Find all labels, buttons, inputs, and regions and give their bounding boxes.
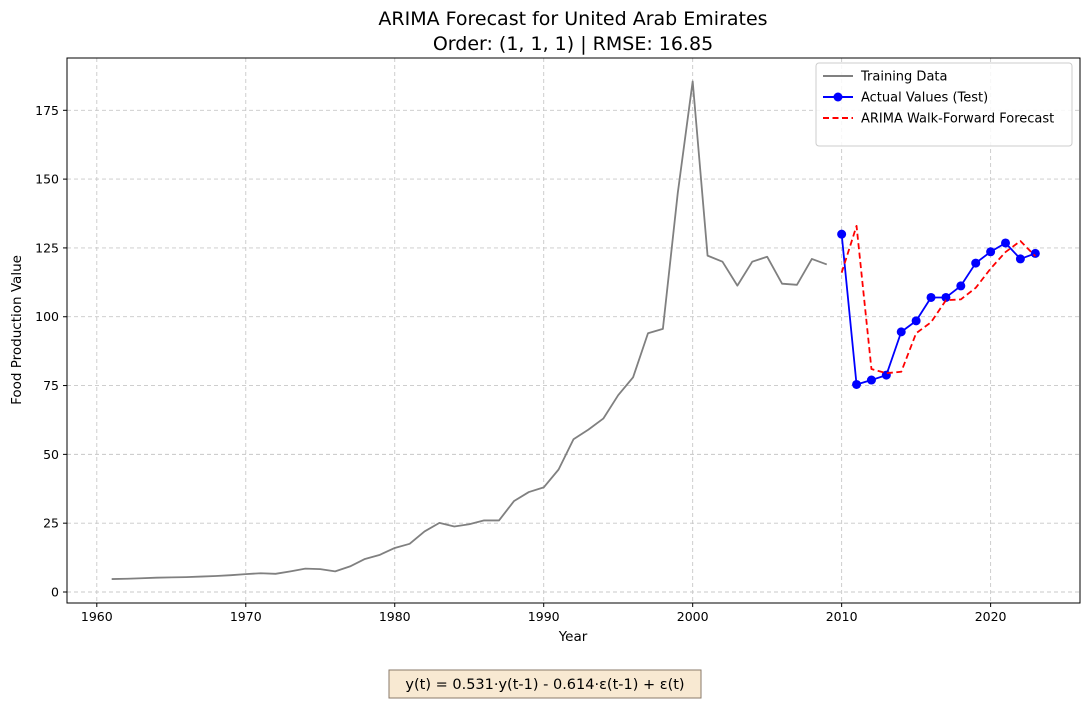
data-point-marker [852, 379, 862, 389]
data-point-marker [1030, 248, 1040, 258]
legend-label-forecast: ARIMA Walk-Forward Forecast [861, 112, 1054, 127]
grid-lines [67, 58, 1080, 603]
data-point-marker [1015, 254, 1025, 264]
x-tick-label: 1990 [528, 609, 560, 624]
y-tick-label: 25 [43, 516, 59, 531]
y-tick-label: 0 [51, 584, 59, 599]
equation-box-background [388, 669, 702, 699]
data-point-marker [837, 229, 847, 239]
legend-label-actual: Actual Values (Test) [861, 91, 988, 106]
axis-ticks: 1960 1970 1980 1990 2000 2010 2020 0 25 50 75 100 12… [35, 103, 1006, 624]
x-tick-label: 2010 [826, 609, 858, 624]
data-point-marker [941, 292, 951, 302]
data-point-marker [1001, 238, 1011, 248]
data-point-marker [911, 316, 921, 326]
data-point-marker [866, 375, 876, 385]
chart-title: ARIMA Forecast for United Arab Emirates [378, 8, 767, 30]
x-tick-label: 2000 [677, 609, 709, 624]
y-tick-label: 150 [35, 172, 59, 187]
data-point-marker [971, 258, 981, 268]
x-tick-label: 1960 [81, 609, 113, 624]
data-point-marker [926, 292, 936, 302]
x-tick-label: 1970 [230, 609, 262, 624]
x-tick-label: 1980 [379, 609, 411, 624]
data-point-marker [896, 327, 906, 337]
y-tick-label: 100 [35, 309, 59, 324]
legend-box [815, 62, 1073, 147]
y-tick-label: 125 [35, 240, 59, 255]
y-tick-label: 175 [35, 103, 59, 118]
data-point-marker [986, 247, 996, 257]
equation-box: y(t) = 0.531·y(t-1) - 0.614·ε(t-1) + ε(t… [388, 669, 702, 699]
data-point-marker [956, 281, 966, 291]
series-line-0 [111, 80, 828, 580]
x-axis-label: Year [558, 629, 588, 645]
legend-label-training: Training Data [860, 70, 947, 85]
y-tick-label: 75 [43, 378, 59, 393]
x-tick-label: 2020 [975, 609, 1007, 624]
legend: Training Data Actual Values (Test) ARIMA… [815, 62, 1073, 147]
plot-frame [66, 57, 1081, 604]
y-tick-label: 50 [43, 447, 59, 462]
series-layer [111, 80, 1040, 580]
y-axis-label: Food Production Value [9, 255, 25, 405]
series-line-2 [840, 224, 1036, 375]
chart-subtitle: Order: (1, 1, 1) | RMSE: 16.85 [433, 33, 713, 55]
legend-marker-actual [833, 92, 843, 102]
equation-text: y(t) = 0.531·y(t-1) - 0.614·ε(t-1) + ε(t… [405, 677, 684, 693]
